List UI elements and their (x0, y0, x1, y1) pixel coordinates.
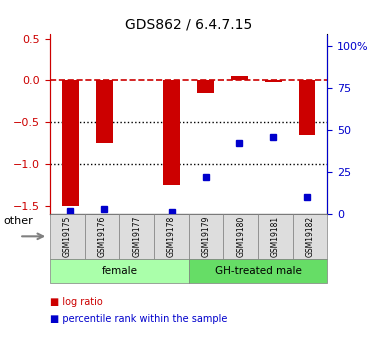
Bar (96, 80, 112, 143)
Text: ■ log ratio: ■ log ratio (50, 297, 103, 307)
Text: GSM19180: GSM19180 (236, 216, 245, 257)
Bar (265, 80, 281, 82)
Bar (62, 80, 79, 206)
Text: other: other (4, 216, 33, 226)
Bar (163, 80, 180, 185)
Text: female: female (101, 266, 137, 276)
Text: GSM19179: GSM19179 (201, 216, 211, 257)
Text: GH-treated male: GH-treated male (214, 266, 301, 276)
Bar (231, 76, 248, 80)
Text: GSM19178: GSM19178 (167, 216, 176, 257)
Text: GSM19176: GSM19176 (97, 216, 107, 257)
Text: ■ percentile rank within the sample: ■ percentile rank within the sample (50, 314, 228, 324)
Title: GDS862 / 6.4.7.15: GDS862 / 6.4.7.15 (125, 18, 252, 32)
Bar (298, 80, 315, 135)
Bar (197, 80, 214, 93)
Text: GSM19175: GSM19175 (63, 216, 72, 257)
Text: GSM19182: GSM19182 (305, 216, 315, 257)
Text: GSM19177: GSM19177 (132, 216, 141, 257)
Text: GSM19181: GSM19181 (271, 216, 280, 257)
